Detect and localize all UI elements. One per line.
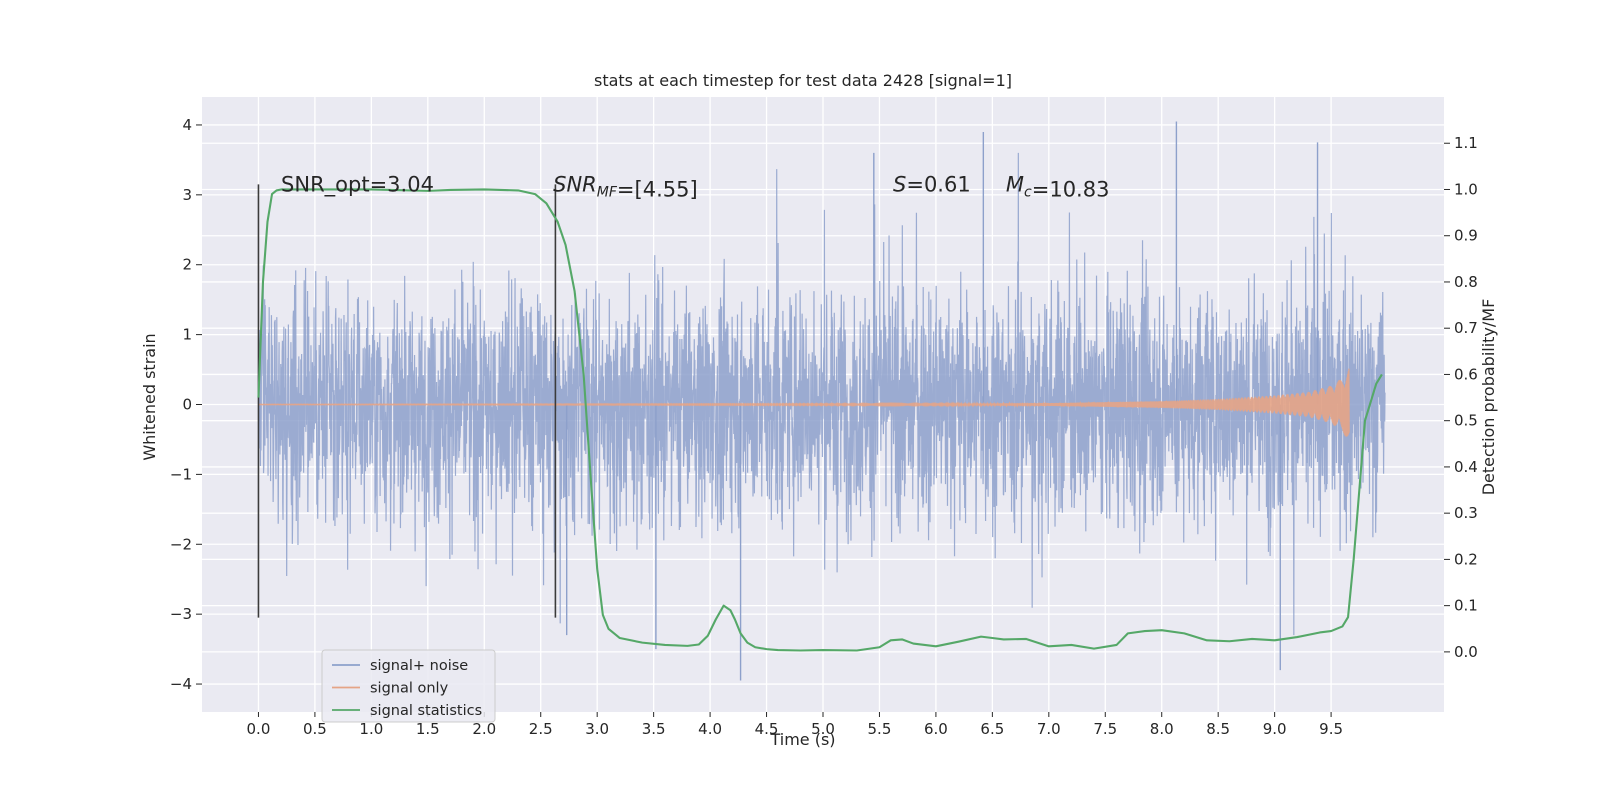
annotation-0: SNR_opt=3.04	[281, 172, 434, 197]
y-right-tick-label: 0.4	[1454, 458, 1478, 476]
x-tick-label: 8.0	[1150, 720, 1174, 738]
legend-label: signal statistics	[370, 703, 482, 719]
x-tick-label: 9.5	[1319, 720, 1343, 738]
y-tick-label: −1	[170, 465, 192, 483]
x-tick-label: 0.0	[247, 720, 271, 738]
y-right-tick-label: 0.7	[1454, 319, 1478, 337]
x-tick-label: 1.0	[359, 720, 383, 738]
legend-box	[321, 649, 496, 723]
y-tick-label: 2	[182, 256, 192, 274]
annotation-1: SNRMF=[4.55]	[553, 172, 698, 201]
series-signal-only	[258, 368, 1350, 437]
chart-title: stats at each timestep for test data 242…	[594, 71, 1012, 90]
x-tick-label: 4.0	[698, 720, 722, 738]
y-right-tick-label: 0.9	[1454, 227, 1478, 245]
marker-lines	[257, 184, 557, 618]
annotation-part: SNR	[553, 172, 597, 196]
noise-trace	[257, 152, 1386, 636]
y-right-axis-ticks: 0.0 0.1 0.2 0.3 0.4 0.5 0.6 0.7 0.8 0.9 1.0 1.1	[1444, 134, 1478, 661]
x-tick-label: 5.5	[868, 720, 892, 738]
y-tick-label: −4	[170, 675, 192, 693]
y-right-tick-label: 0.5	[1454, 412, 1478, 430]
y-right-tick-label: 1.0	[1454, 180, 1478, 198]
x-tick-label: 6.5	[980, 720, 1004, 738]
legend: signal+ noise signal only signal statistic…	[321, 649, 496, 723]
x-tick-label: 7.5	[1093, 720, 1117, 738]
y-right-tick-label: 0.6	[1454, 365, 1478, 383]
y-axis-label: Whitened strain	[140, 333, 159, 460]
annotation-part: S	[893, 172, 906, 196]
y-right-tick-label: 1.1	[1454, 134, 1478, 152]
x-axis-label: Time (s)	[769, 730, 835, 749]
y-tick-label: −2	[170, 535, 192, 553]
y-tick-label: 1	[182, 326, 192, 344]
y-right-tick-label: 0.8	[1454, 273, 1478, 291]
y-right-tick-label: 0.2	[1454, 550, 1478, 568]
x-tick-label: 5.0	[811, 720, 835, 738]
series-signal-statistics	[257, 188, 1383, 652]
x-tick-label: 7.0	[1037, 720, 1061, 738]
x-tick-label: 4.5	[755, 720, 779, 738]
y-tick-label: −3	[170, 605, 192, 623]
legend-label: signal only	[370, 681, 449, 697]
annotation-part: =0.61	[906, 172, 970, 196]
y-right-tick-label: 0.3	[1454, 504, 1478, 522]
x-tick-label: 2.5	[529, 720, 553, 738]
y-axis-ticks: −4 −3 −2 −1 0 1 2 3 4	[170, 116, 202, 693]
annotation-part: =[4.55]	[617, 177, 698, 201]
x-tick-label: 1.5	[416, 720, 440, 738]
annotation-part: =10.83	[1032, 177, 1110, 201]
x-tick-label: 6.0	[924, 720, 948, 738]
annotation-2: S=0.61	[893, 172, 971, 196]
x-tick-label: 2.0	[472, 720, 496, 738]
x-tick-label: 3.0	[585, 720, 609, 738]
x-tick-label: 9.0	[1263, 720, 1287, 738]
annotations: SNR_opt=3.04 SNRMF=[4.55] S=0.61 Mc=10.83	[281, 172, 1109, 201]
y-right-tick-label: 0.1	[1454, 597, 1478, 615]
chirp-trace	[258, 368, 1350, 437]
y-right-tick-label: 0.0	[1454, 643, 1478, 661]
annotation-part: c	[1024, 184, 1032, 200]
y-tick-label: 4	[182, 116, 192, 134]
x-tick-label: 0.5	[303, 720, 327, 738]
statistics-line	[257, 188, 1383, 652]
x-tick-label: 8.5	[1206, 720, 1230, 738]
legend-label: signal+ noise	[370, 658, 468, 674]
x-tick-label: 3.5	[642, 720, 666, 738]
y-right-axis-label: Detection probability/MF	[1479, 299, 1498, 496]
annotation-3: Mc=10.83	[1006, 172, 1110, 201]
annotation-part: SNR_opt=3.04	[281, 172, 434, 197]
y-tick-label: 3	[182, 186, 192, 204]
annotation-part: MF	[597, 184, 618, 200]
y-tick-label: 0	[182, 396, 192, 414]
annotation-part: M	[1006, 172, 1024, 196]
x-axis-ticks: 0.0 0.5 1.0 1.5 2.0 2.5 3.0 3.5 4.0 4.5 5.0 5.5 6.0 6…	[247, 712, 1343, 738]
